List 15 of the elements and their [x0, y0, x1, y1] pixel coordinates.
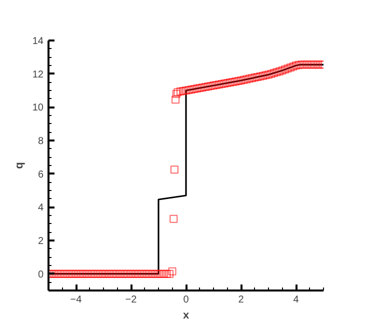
y-tick-label: 12 [32, 69, 44, 80]
x-tick-label: 0 [183, 294, 190, 306]
x-axis-title: x [182, 310, 190, 322]
x-tick-label: −4 [70, 294, 82, 306]
y-tick-label: 6 [38, 169, 44, 180]
y-tick-label: 0 [38, 269, 44, 280]
y-axis-title: q [13, 162, 26, 169]
y-tick-label: 4 [38, 202, 44, 214]
x-tick-label: −2 [125, 294, 138, 306]
x-tick-label: 4 [293, 294, 300, 306]
y-tick-label: 8 [38, 136, 44, 147]
y-tick-label: 14 [32, 36, 44, 47]
x-tick-label: 2 [238, 294, 244, 306]
y-tick-label: 10 [32, 102, 44, 114]
y-tick-label: 2 [38, 236, 44, 247]
